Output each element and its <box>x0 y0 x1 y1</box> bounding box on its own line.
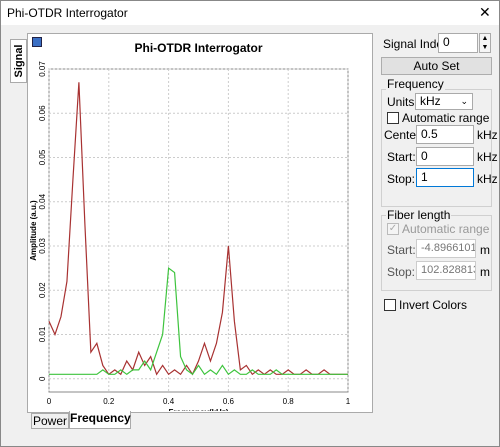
plot-area <box>48 68 349 393</box>
x-axis-title: Frequency(kHz) <box>168 408 228 411</box>
stop-label: Stop: <box>387 172 416 186</box>
close-button[interactable]: ✕ <box>479 4 491 20</box>
x-tick-label: 0 <box>47 397 52 406</box>
y-tick-label: 0.04 <box>38 193 47 209</box>
automatic-range-checkbox[interactable] <box>387 112 399 124</box>
title-bar: Phi-OTDR Interrogator ✕ <box>1 1 499 25</box>
y-tick-label: 0.03 <box>38 238 47 254</box>
y-tick-label: 0.07 <box>38 61 47 77</box>
group-title: Fiber length <box>386 208 452 222</box>
start-input-disabled: -4.896610147 <box>416 239 476 258</box>
center-label: Center: <box>384 128 424 142</box>
window-title: Phi-OTDR Interrogator <box>7 6 128 20</box>
y-tick-label: 0.02 <box>38 282 47 298</box>
stop-label: Stop: <box>387 265 416 279</box>
unit-label: kHz <box>477 172 498 186</box>
dropdown-arrow[interactable]: ⌄ <box>460 96 468 106</box>
y-tick-label: 0.01 <box>38 326 47 342</box>
invert-colors-checkbox[interactable] <box>384 299 396 311</box>
signal-index-label: Signal Index: <box>383 37 453 51</box>
stop-input-disabled: 102.82881309 <box>416 261 476 280</box>
units-label: Units: <box>387 95 418 109</box>
units-dropdown[interactable]: kHz ⌄ <box>415 93 473 110</box>
x-tick-label: 0.2 <box>103 397 115 406</box>
x-tick-label: 0.4 <box>163 397 175 406</box>
y-axis-title: Amplitude (a.u.) <box>29 200 38 261</box>
unit-label: m <box>480 265 490 279</box>
chart-icon[interactable] <box>32 37 42 47</box>
y-tick-label: 0 <box>38 376 47 381</box>
side-tab-label[interactable]: Signal <box>13 44 25 78</box>
unit-label: kHz <box>477 150 498 164</box>
chart: Phi-OTDR Interrogator 0 0.01 0.02 0.03 0.04 0.… <box>29 41 351 411</box>
series-line <box>49 266 348 376</box>
checkbox-label[interactable]: Invert Colors <box>399 298 468 312</box>
chart-title: Phi-OTDR Interrogator <box>135 41 263 55</box>
bottom-tab-label[interactable]: Power <box>32 414 67 428</box>
x-tick-label: 0.6 <box>223 397 235 406</box>
automatic-range-checkbox-disabled: ✓ <box>387 223 399 235</box>
y-tick-label: 0.06 <box>38 105 47 121</box>
spin-buttons[interactable]: ▲ ▼ <box>479 33 491 53</box>
start-label: Start: <box>387 243 416 257</box>
bottom-tab-active[interactable]: Frequency <box>69 411 131 429</box>
signal-index-input[interactable]: 0 <box>438 33 478 53</box>
units-value[interactable]: kHz <box>420 94 441 108</box>
start-input[interactable]: 0 <box>416 147 474 166</box>
x-tick-label: 1 <box>346 397 351 406</box>
y-tick-label: 0.05 <box>38 149 47 165</box>
auto-set-button[interactable]: Auto Set <box>381 57 492 75</box>
checkbox-label[interactable]: Automatic range <box>402 111 490 125</box>
bottom-tab-label[interactable]: Frequency <box>70 411 131 425</box>
unit-label: kHz <box>477 128 498 142</box>
unit-label: m <box>480 243 490 257</box>
center-input[interactable]: 0.5 <box>416 125 474 144</box>
start-label: Start: <box>387 150 416 164</box>
bottom-tab[interactable]: Power <box>31 413 69 429</box>
chart-panel: Phi-OTDR Interrogator 0 0.01 0.02 0.03 0.04 0.… <box>27 33 373 413</box>
stop-input[interactable]: 1 <box>416 168 474 187</box>
side-tab[interactable]: Signal <box>10 39 27 83</box>
group-title: Frequency <box>386 77 445 91</box>
x-tick-label: 0.8 <box>283 397 295 406</box>
checkbox-label: Automatic range <box>402 222 490 236</box>
